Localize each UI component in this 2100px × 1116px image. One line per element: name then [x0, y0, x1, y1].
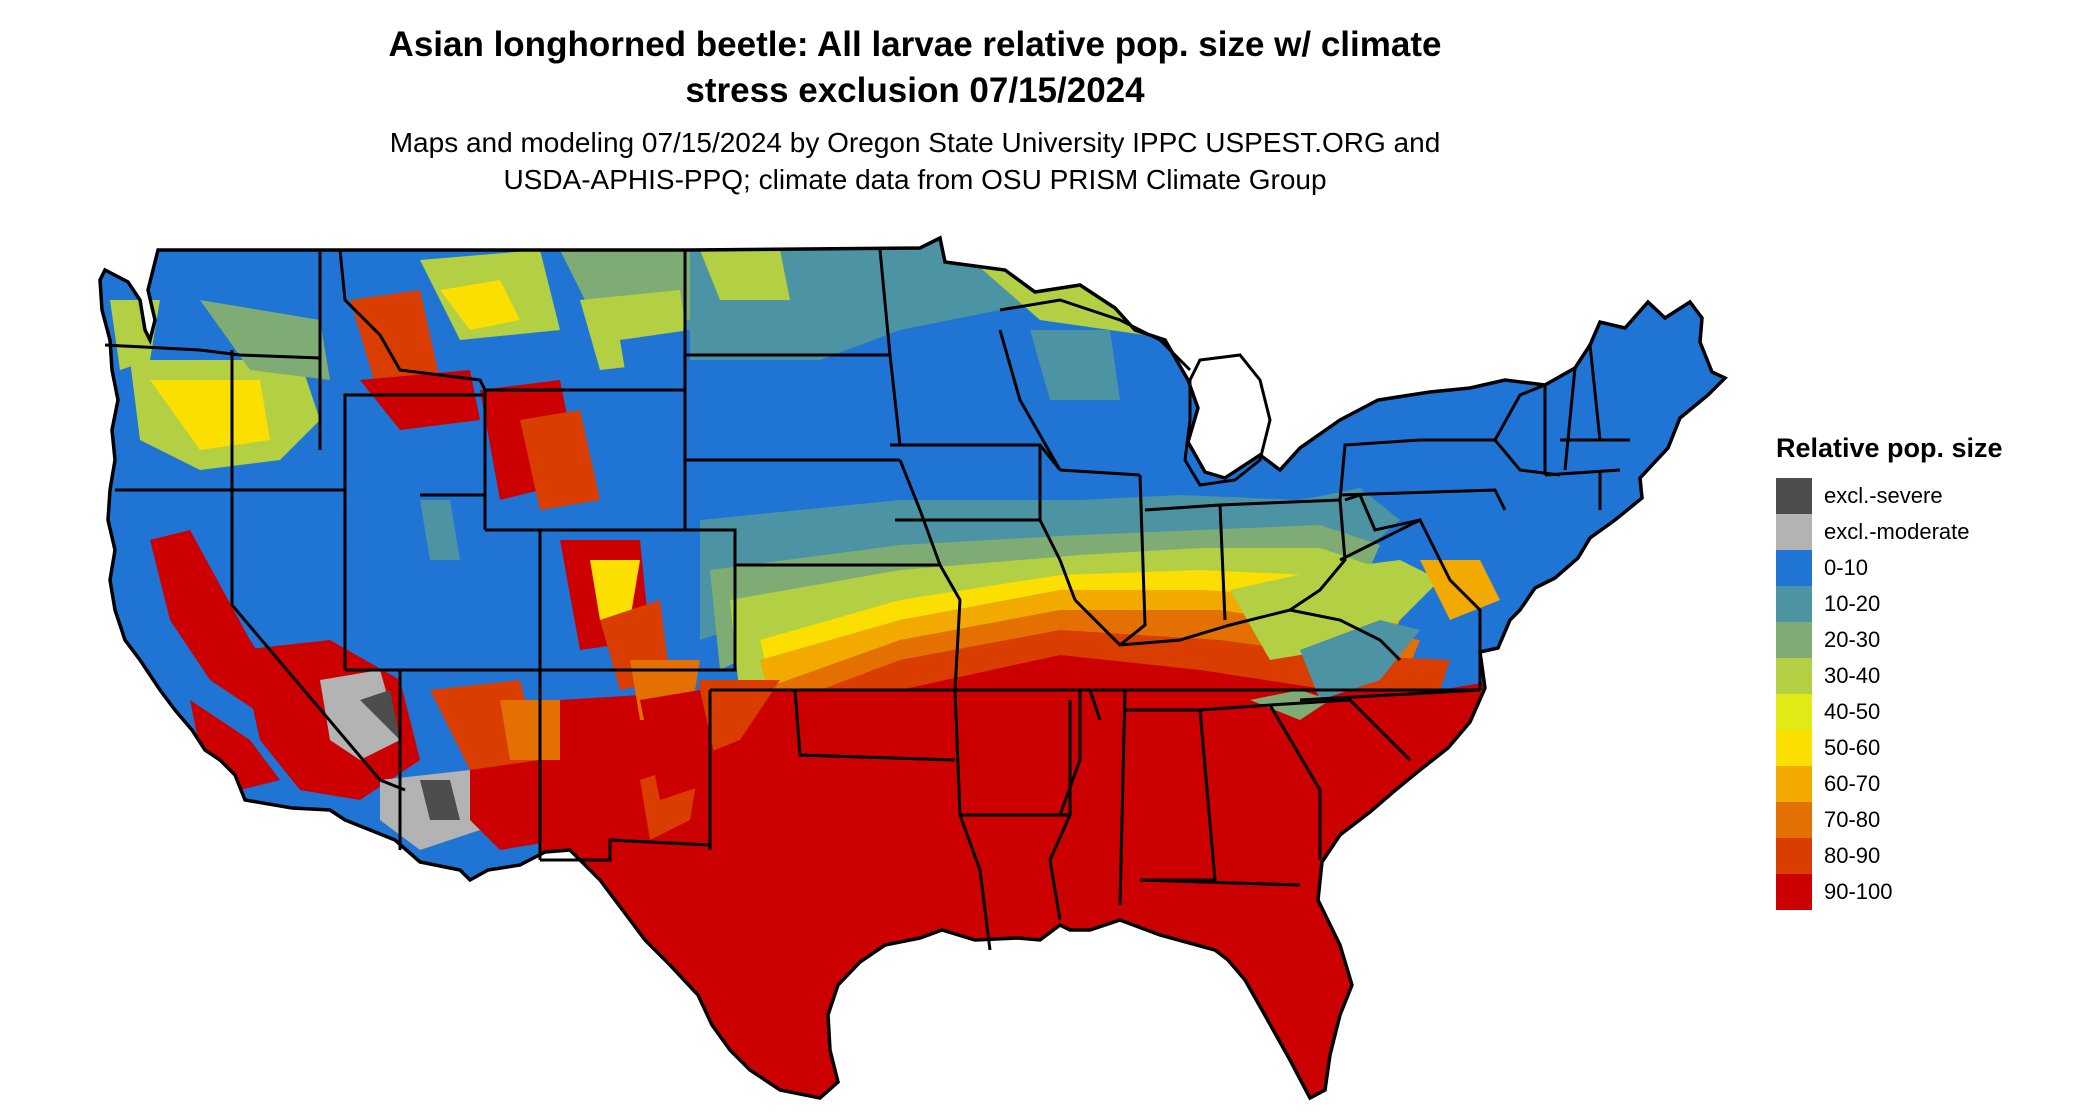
map-legend: Relative pop. size excl.-severe excl.-mod… — [1776, 432, 2076, 910]
legend-label: 20-30 — [1824, 627, 1881, 652]
legend-label: excl.-moderate — [1824, 519, 1970, 544]
legend-swatch — [1776, 586, 1812, 622]
legend-swatch — [1776, 550, 1812, 586]
legend-swatch — [1776, 802, 1812, 838]
legend-swatch — [1776, 514, 1812, 550]
legend-label: 30-40 — [1824, 663, 1881, 688]
map-subtitle: Maps and modeling 07/15/2024 by Oregon S… — [330, 124, 1500, 198]
legend-label: 0-10 — [1824, 555, 1869, 580]
legend-label: excl.-severe — [1824, 483, 1943, 508]
state-borders — [104, 249, 1630, 951]
legend-label: 60-70 — [1824, 771, 1881, 796]
legend-item: 30-40 — [1776, 658, 2076, 694]
map-title: Asian longhorned beetle: All larvae rela… — [330, 22, 1500, 114]
subtitle-line-2: USDA-APHIS-PPQ; climate data from OSU PR… — [503, 164, 1327, 195]
legend-item: 60-70 — [1776, 766, 2076, 802]
legend-item: 70-80 — [1776, 802, 2076, 838]
legend-item: 10-20 — [1776, 586, 2076, 622]
legend-swatch — [1776, 658, 1812, 694]
legend-label: 90-100 — [1824, 879, 1893, 904]
legend-swatch — [1776, 694, 1812, 730]
legend-label: 40-50 — [1824, 699, 1881, 724]
legend-swatch — [1776, 838, 1812, 874]
legend-swatch — [1776, 622, 1812, 658]
legend-item: 80-90 — [1776, 838, 2076, 874]
legend-label: 70-80 — [1824, 807, 1881, 832]
legend-item: excl.-moderate — [1776, 514, 2076, 550]
legend-item: excl.-severe — [1776, 478, 2076, 514]
legend-item: 0-10 — [1776, 550, 2076, 586]
legend-swatch — [1776, 766, 1812, 802]
legend-title: Relative pop. size — [1776, 433, 2003, 463]
title-line-1: Asian longhorned beetle: All larvae rela… — [388, 25, 1442, 64]
legend-label: 50-60 — [1824, 735, 1881, 760]
legend-swatch — [1776, 730, 1812, 766]
legend-items: excl.-severe excl.-moderate 0-10 10-20 20-30… — [1776, 478, 2076, 910]
title-line-2: stress exclusion 07/15/2024 — [685, 71, 1145, 110]
legend-item: 40-50 — [1776, 694, 2076, 730]
legend-item: 90-100 — [1776, 874, 2076, 910]
legend-label: 10-20 — [1824, 591, 1881, 616]
legend-swatch — [1776, 478, 1812, 514]
subtitle-line-1: Maps and modeling 07/15/2024 by Oregon S… — [389, 127, 1441, 158]
legend-item: 20-30 — [1776, 622, 2076, 658]
legend-swatch — [1776, 874, 1812, 910]
legend-label: 80-90 — [1824, 843, 1881, 868]
legend-item: 50-60 — [1776, 730, 2076, 766]
